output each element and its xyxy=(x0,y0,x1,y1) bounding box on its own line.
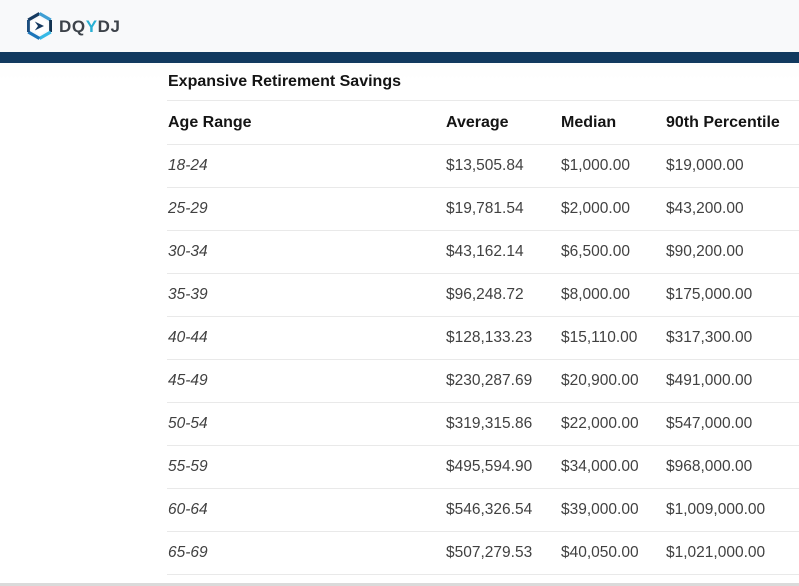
logo-text: DQYDJ xyxy=(59,18,121,35)
cell-average: $319,315.86 xyxy=(445,402,560,446)
site-header: DQYDJ xyxy=(0,0,799,52)
dqydj-logo-link[interactable]: DQYDJ xyxy=(27,12,121,40)
table-row: 18-24 $13,505.84 $1,000.00 $19,000.00 xyxy=(167,144,799,188)
logo-text-right: DJ xyxy=(97,16,121,36)
cell-average: $230,287.69 xyxy=(445,359,560,403)
table-row: 40-44 $128,133.23 $15,110.00 $317,300.00 xyxy=(167,316,799,360)
cell-age-range: 30-34 xyxy=(167,230,445,274)
col-header-average: Average xyxy=(445,101,560,145)
cell-median: $1,000.00 xyxy=(560,144,665,188)
cell-average: $43,162.14 xyxy=(445,230,560,274)
cell-age-range: 40-44 xyxy=(167,316,445,360)
cell-90th-percentile: $547,000.00 xyxy=(665,402,799,446)
cell-90th-percentile: $968,000.00 xyxy=(665,445,799,489)
cell-90th-percentile: $90,200.00 xyxy=(665,230,799,274)
cell-90th-percentile: $175,000.00 xyxy=(665,273,799,317)
dqydj-hexagon-logo-icon xyxy=(27,12,52,40)
cell-90th-percentile: $19,000.00 xyxy=(665,144,799,188)
cell-age-range: 35-39 xyxy=(167,273,445,317)
cell-age-range: 18-24 xyxy=(167,144,445,188)
cell-average: $495,594.90 xyxy=(445,445,560,489)
main-content: Expansive Retirement Savings Age Range A… xyxy=(0,63,799,586)
cell-median: $22,000.00 xyxy=(560,402,665,446)
cell-90th-percentile: $1,009,000.00 xyxy=(665,488,799,532)
cell-median: $15,110.00 xyxy=(560,316,665,360)
nav-divider-bar xyxy=(0,52,799,63)
cell-average: $96,248.72 xyxy=(445,273,560,317)
cell-median: $34,000.00 xyxy=(560,445,665,489)
table-row: 30-34 $43,162.14 $6,500.00 $90,200.00 xyxy=(167,230,799,274)
table-title: Expansive Retirement Savings xyxy=(167,63,799,101)
cell-90th-percentile: $43,200.00 xyxy=(665,187,799,231)
cell-90th-percentile: $491,000.00 xyxy=(665,359,799,403)
cell-average: $13,505.84 xyxy=(445,144,560,188)
cell-average: $507,279.53 xyxy=(445,531,560,575)
cell-age-range: 45-49 xyxy=(167,359,445,403)
table-row: 55-59 $495,594.90 $34,000.00 $968,000.00 xyxy=(167,445,799,489)
col-header-age-range: Age Range xyxy=(167,101,445,145)
cell-average: $128,133.23 xyxy=(445,316,560,360)
cell-age-range: 25-29 xyxy=(167,187,445,231)
table-row: 50-54 $319,315.86 $22,000.00 $547,000.00 xyxy=(167,402,799,446)
cell-age-range: 65-69 xyxy=(167,531,445,575)
table-row: 60-64 $546,326.54 $39,000.00 $1,009,000.… xyxy=(167,488,799,532)
table-row: 35-39 $96,248.72 $8,000.00 $175,000.00 xyxy=(167,273,799,317)
cell-median: $2,000.00 xyxy=(560,187,665,231)
table-header-row: Age Range Average Median 90th Percentile xyxy=(167,101,799,145)
bottom-divider-line xyxy=(0,583,799,586)
cell-age-range: 55-59 xyxy=(167,445,445,489)
cell-median: $39,000.00 xyxy=(560,488,665,532)
cell-median: $6,500.00 xyxy=(560,230,665,274)
table-row: 45-49 $230,287.69 $20,900.00 $491,000.00 xyxy=(167,359,799,403)
cell-median: $20,900.00 xyxy=(560,359,665,403)
logo-text-left: DQ xyxy=(59,16,86,36)
cell-90th-percentile: $317,300.00 xyxy=(665,316,799,360)
table-row: 25-29 $19,781.54 $2,000.00 $43,200.00 xyxy=(167,187,799,231)
col-header-90th-percentile: 90th Percentile xyxy=(665,101,799,145)
retirement-savings-table: Age Range Average Median 90th Percentile… xyxy=(167,101,799,575)
cell-age-range: 50-54 xyxy=(167,402,445,446)
col-header-median: Median xyxy=(560,101,665,145)
cell-age-range: 60-64 xyxy=(167,488,445,532)
logo-text-accent: Y xyxy=(85,16,98,36)
cell-median: $8,000.00 xyxy=(560,273,665,317)
table-row: 65-69 $507,279.53 $40,050.00 $1,021,000.… xyxy=(167,531,799,575)
cell-median: $40,050.00 xyxy=(560,531,665,575)
cell-average: $546,326.54 xyxy=(445,488,560,532)
retirement-savings-section: Expansive Retirement Savings Age Range A… xyxy=(167,63,799,575)
cell-90th-percentile: $1,021,000.00 xyxy=(665,531,799,575)
cell-average: $19,781.54 xyxy=(445,187,560,231)
